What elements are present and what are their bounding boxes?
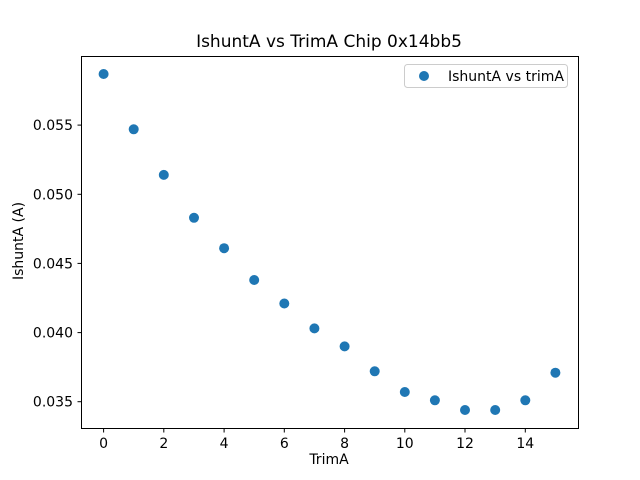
x-axis-label: TrimA (308, 452, 349, 468)
x-tick-label: 0 (99, 436, 108, 452)
data-point (98, 69, 109, 79)
data-point (369, 366, 380, 377)
data-point (309, 323, 320, 334)
data-point (219, 243, 230, 254)
data-point (520, 395, 531, 406)
x-tick-label: 4 (220, 436, 229, 452)
y-tick-label: 0.055 (33, 118, 73, 134)
data-point (429, 395, 440, 406)
data-point (339, 341, 350, 352)
y-tick-label: 0.045 (33, 256, 73, 272)
x-tick-label: 8 (340, 436, 349, 452)
data-point (490, 405, 501, 415)
legend: IshuntA vs trimA (404, 64, 568, 88)
y-tick-label: 0.040 (33, 326, 73, 342)
axes-frame (81, 56, 579, 429)
data-point (550, 367, 561, 378)
legend-box (404, 64, 568, 88)
x-tick-label: 10 (396, 436, 414, 452)
x-tick-label: 2 (159, 436, 168, 452)
data-point (399, 387, 410, 397)
chart-title: IshuntA vs TrimA Chip 0x14bb5 (196, 32, 462, 52)
y-tick-label: 0.050 (33, 187, 73, 203)
data-point (279, 298, 290, 309)
legend-label: IshuntA vs trimA (448, 69, 564, 85)
data-point (460, 405, 470, 415)
data-series (98, 69, 561, 415)
y-tick-label: 0.035 (33, 395, 73, 411)
x-tick-label: 12 (456, 436, 474, 452)
x-tick-label: 14 (516, 436, 534, 452)
legend-marker-icon (419, 71, 429, 81)
x-tick-label: 6 (280, 436, 289, 452)
axis-ticks: 0 2 4 6 8 10 12 14 0.035 0.040 0.045 0.050 0.055 (33, 118, 534, 452)
data-point (189, 212, 199, 223)
data-point (158, 169, 169, 180)
data-point (128, 124, 139, 135)
data-point (249, 275, 260, 285)
y-axis-label: IshuntA (A) (11, 202, 27, 280)
plot-frame (81, 56, 579, 429)
